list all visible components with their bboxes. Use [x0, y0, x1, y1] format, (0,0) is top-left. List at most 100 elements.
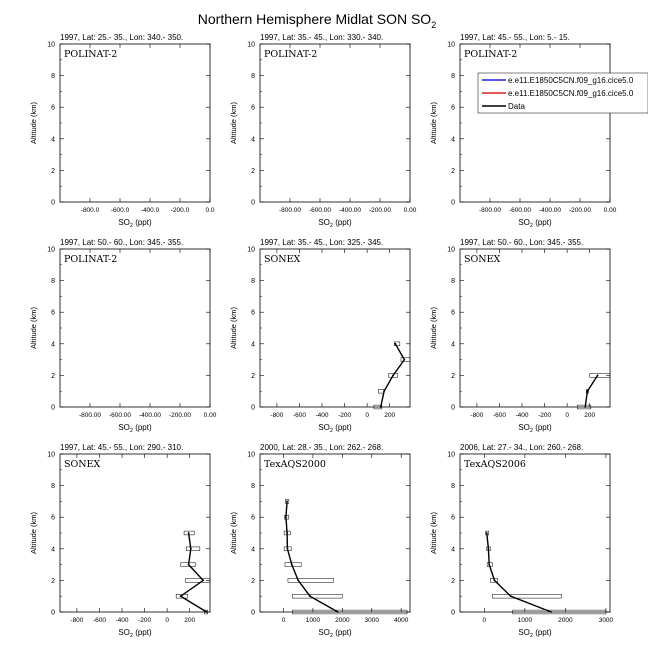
y-axis-label: Altitude (km): [29, 511, 38, 554]
campaign-label: TexAQS2006: [464, 459, 526, 470]
y-tick-label: 2: [51, 373, 55, 380]
y-tick-label: 2: [251, 373, 255, 380]
campaign-label: POLINAT-2: [64, 254, 117, 265]
data-point: [550, 611, 553, 613]
x-tick-label: -200.00: [369, 207, 391, 214]
y-tick-label: 4: [51, 136, 55, 143]
main-title: Northern Hemisphere Midlat SON SO2: [198, 11, 436, 30]
error-box: [186, 546, 201, 551]
error-box: [175, 594, 188, 599]
error-box: [184, 578, 211, 583]
x-tick-label: -800: [70, 617, 83, 624]
y-tick-label: 6: [51, 105, 55, 112]
x-tick-label: 3000: [365, 617, 380, 624]
data-point: [286, 500, 288, 503]
error-box: [512, 609, 607, 615]
error-box: [204, 609, 208, 615]
data-point: [337, 611, 339, 613]
x-tick-label: -200.00: [569, 207, 591, 214]
y-tick-label: 6: [451, 105, 455, 112]
x-tick-label: -800: [470, 412, 483, 419]
x-tick-label: -400.00: [139, 412, 161, 419]
x-axis-label: SO2 (ppt): [118, 423, 152, 434]
data-point: [403, 358, 406, 361]
y-tick-label: 4: [251, 136, 255, 143]
legend-box: [477, 72, 648, 114]
y-tick-label: 6: [451, 310, 455, 317]
x-axis-label: SO2 (ppt): [118, 628, 152, 639]
x-tick-label: -800.0: [81, 207, 100, 214]
data-point: [286, 532, 288, 534]
legend: e.e11.E1850C5CN.f09_g16.cice5.0 e.e11.E18…: [477, 72, 648, 114]
panel-header: 1997, Lat: 45.- 55., Lon: 290.- 310.: [60, 443, 183, 452]
error-box: [400, 357, 411, 362]
x-tick-label: 0: [165, 617, 169, 624]
plot-frame: [259, 453, 411, 613]
plot-frame: [59, 43, 211, 203]
data-point: [394, 342, 397, 345]
y-tick-label: 8: [251, 73, 255, 80]
data-point: [596, 374, 599, 377]
plot-frame: [459, 43, 611, 203]
y-tick-label: 0: [451, 610, 455, 617]
panel-6: 1997, Lat: 50.- 60., Lon: 345.- 355. 0 2 4 6…: [429, 238, 611, 434]
x-tick-label: 0.00: [204, 412, 217, 419]
x-tick-label: 0: [565, 412, 569, 419]
error-box: [292, 594, 343, 599]
y-tick-label: 0: [451, 405, 455, 412]
y-tick-label: 10: [447, 452, 455, 459]
error-box: [577, 404, 592, 410]
y-axis-label: Altitude (km): [229, 511, 238, 554]
y-tick-label: 0: [51, 405, 55, 412]
y-axis-label: Altitude (km): [29, 101, 38, 144]
y-tick-label: 4: [451, 136, 455, 143]
data-line: [486, 532, 552, 613]
x-tick-label: 4000: [394, 617, 409, 624]
x-tick-label: -200: [138, 617, 151, 624]
x-axis-label: SO2 (ppt): [518, 628, 552, 639]
y-tick-label: 8: [451, 73, 455, 80]
x-tick-label: 0: [365, 412, 369, 419]
x-axis-label: SO2 (ppt): [518, 218, 552, 229]
y-tick-label: 0: [451, 200, 455, 207]
data-point: [584, 406, 587, 408]
data-point: [284, 516, 287, 519]
y-tick-label: 2: [251, 168, 255, 175]
x-tick-label: -400: [516, 412, 529, 419]
x-tick-label: -400: [116, 617, 129, 624]
x-tick-label: -200.0: [171, 207, 190, 214]
x-tick-label: 3000: [599, 617, 614, 624]
x-tick-label: -800.00: [279, 207, 301, 214]
x-tick-label: -600: [93, 617, 106, 624]
data-point: [205, 611, 208, 613]
y-tick-label: 6: [251, 310, 255, 317]
x-tick-label: 200: [384, 412, 395, 419]
data-point: [509, 595, 512, 598]
data-point: [309, 595, 311, 598]
x-tick-label: -600.0: [111, 207, 130, 214]
legend-label: Data: [508, 102, 525, 111]
x-tick-label: -600: [293, 412, 306, 419]
x-tick-label: -200.00: [169, 412, 191, 419]
error-box: [373, 404, 383, 410]
data-point: [379, 406, 382, 408]
panel-4: 1997, Lat: 50.- 60., Lon: 345.- 355. 0 2 4 6…: [29, 238, 217, 434]
y-tick-label: 8: [451, 483, 455, 490]
x-tick-label: -400.00: [339, 207, 361, 214]
campaign-label: SONEX: [64, 459, 101, 470]
y-tick-label: 0: [251, 405, 255, 412]
y-tick-label: 6: [51, 515, 55, 522]
y-tick-label: 2: [451, 578, 455, 585]
error-box: [287, 578, 334, 583]
panel-header: 1997, Lat: 35.- 45., Lon: 330.- 340.: [260, 33, 383, 42]
x-tick-label: -600.00: [309, 207, 331, 214]
x-tick-label: -600.00: [109, 412, 131, 419]
data-line: [179, 532, 207, 613]
y-tick-label: 8: [251, 483, 255, 490]
data-point: [297, 579, 300, 582]
x-axis-label: SO2 (ppt): [318, 423, 352, 434]
panel-header: 2006, Lat: 27.- 34., Lon: 260.- 268.: [460, 443, 583, 452]
x-tick-label: 200: [184, 617, 195, 624]
plot-frame: [459, 248, 611, 408]
y-tick-label: 4: [51, 341, 55, 348]
